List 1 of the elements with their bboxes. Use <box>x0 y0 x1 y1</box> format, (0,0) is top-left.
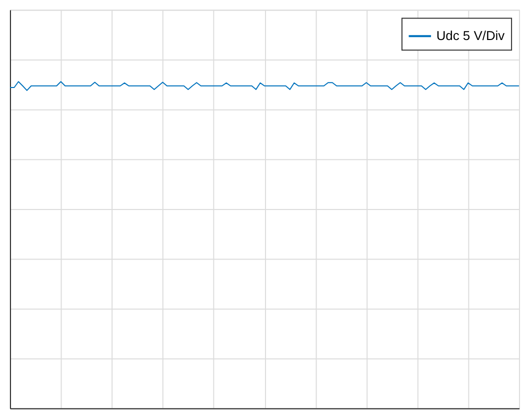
legend-label: Udc 5 V/Div <box>436 28 506 44</box>
